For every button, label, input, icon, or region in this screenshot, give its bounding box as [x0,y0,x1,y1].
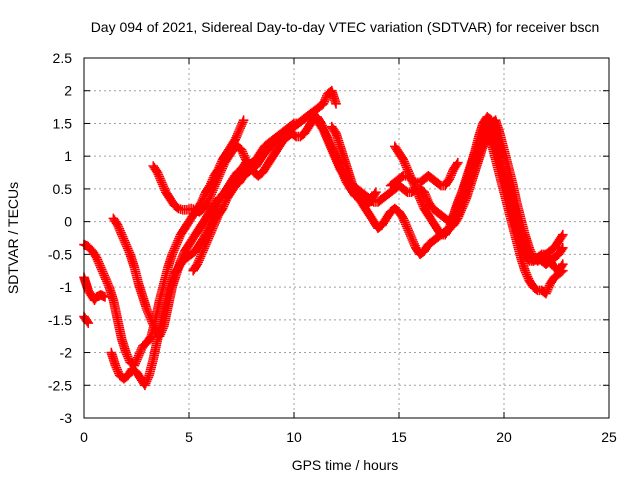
y-tick-label: -3 [60,410,73,426]
y-tick-label: 1.5 [53,115,73,131]
x-tick-label: 20 [496,429,512,445]
y-tick-label: 0 [64,214,72,230]
data-series [79,85,568,391]
data-points [385,157,463,191]
y-tick-label: 0.5 [53,181,73,197]
y-tick-label: 1 [64,148,72,164]
data-points [79,311,93,328]
y-axis-label: SDTVAR / TECUs [5,182,21,294]
y-tick-label: 2 [64,83,72,99]
series-track-11 [385,157,463,191]
x-tick-label: 15 [391,429,407,445]
plot-frame [83,57,610,419]
x-tick-label: 5 [185,429,193,445]
axis-ticks: 0 5 10 15 20 25 -3 -2.5 -2 -1.5 -1 -0.5 0 0.5 1 1.5 2 2.5 [48,50,617,445]
chart-title: Day 094 of 2021, Sidereal Day-to-day VTE… [91,19,600,35]
y-tick-label: -1 [60,279,73,295]
y-tick-label: -2.5 [48,377,72,393]
x-tick-label: 25 [601,429,617,445]
data-points [327,121,568,299]
y-tick-label: -1.5 [48,312,72,328]
series-track-3 [79,311,93,328]
y-tick-label: -2 [60,345,73,361]
y-tick-label: -0.5 [48,246,72,262]
x-tick-label: 0 [80,429,88,445]
y-tick-label: 2.5 [53,50,73,66]
x-axis-label: GPS time / hours [292,457,399,473]
series-track-8 [327,121,568,299]
data-points [453,112,568,276]
series-track-10 [453,112,568,276]
x-tick-label: 10 [286,429,302,445]
